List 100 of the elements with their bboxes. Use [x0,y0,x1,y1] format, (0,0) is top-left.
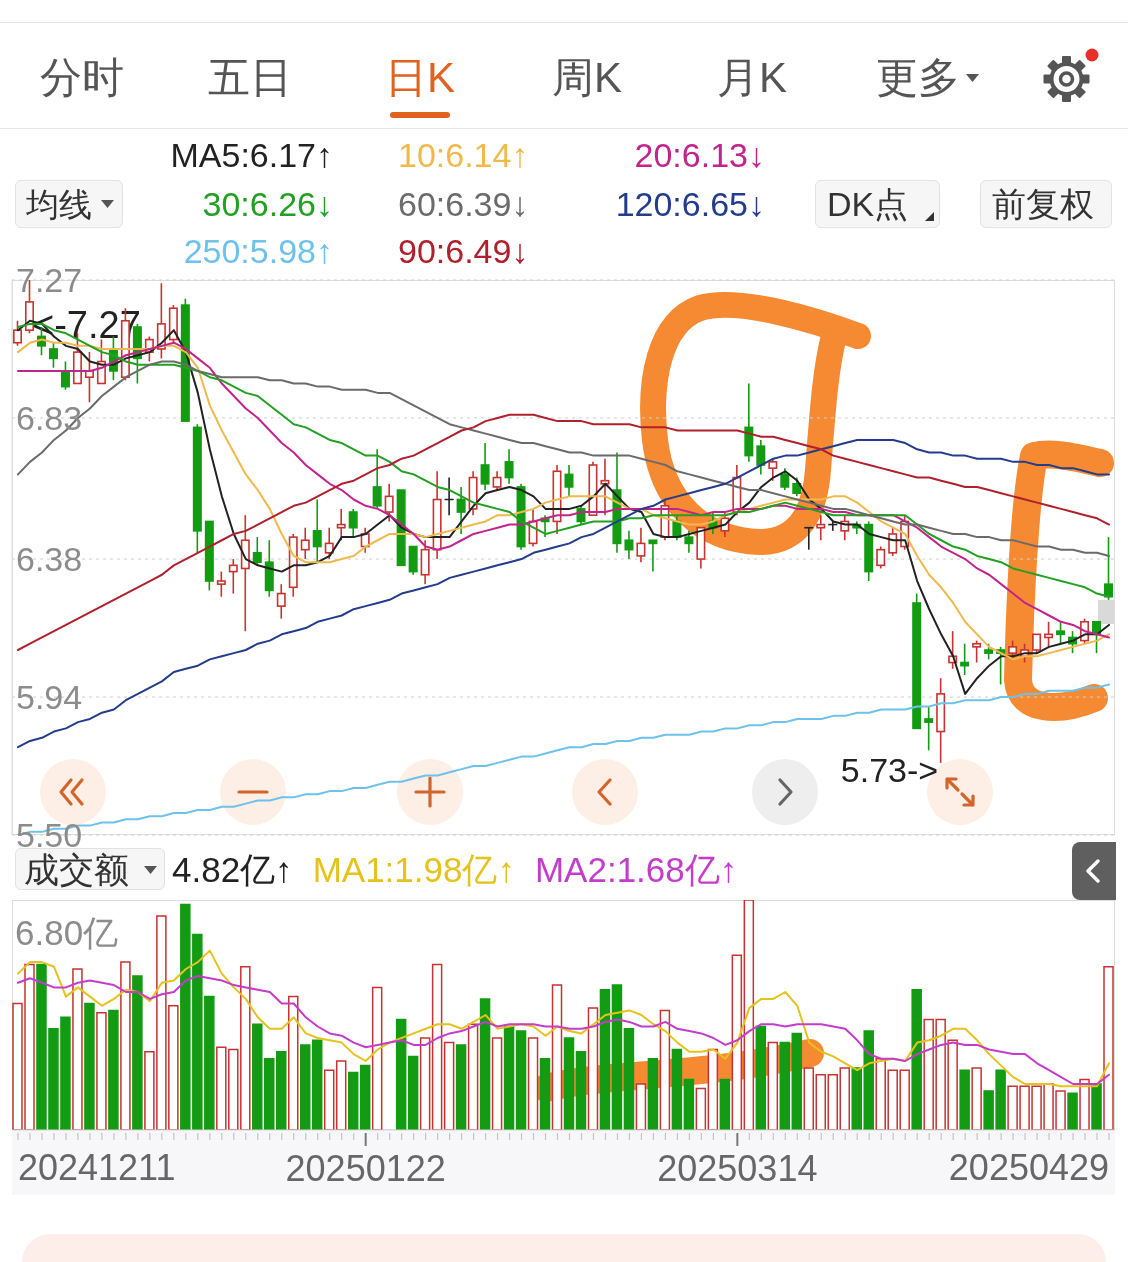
bar [431,963,443,1130]
x-tick-label: 20250314 [657,1147,818,1189]
bar [635,1083,647,1130]
bar [299,1044,311,1130]
bar [288,995,299,1130]
text: 120:6.65↓ [615,185,765,223]
bar [791,1032,803,1130]
text: 周K [551,54,623,101]
bar [72,968,83,1130]
bar [503,1025,515,1130]
bar [815,1074,827,1130]
y-tick-label: 5.94 [16,678,83,717]
bar [527,1037,539,1130]
bar [959,1069,970,1130]
text: 10:6.14↑ [398,136,529,174]
bar [311,1039,323,1130]
candlestick [276,583,286,620]
bar [443,1041,455,1130]
bar [695,1087,707,1130]
bar [647,1057,659,1130]
bar [359,1064,371,1130]
candlestick [744,382,754,463]
bar [743,900,755,1130]
bar [1079,1078,1090,1130]
text: 更多 [876,54,960,101]
text: 前复权 [992,185,1094,223]
bar [455,1044,467,1130]
candlestick [600,457,610,516]
bar [719,1078,731,1130]
candlestick [816,514,826,542]
bar [515,1030,527,1130]
text: MA5:6.17↑ [170,136,333,174]
candlestick [480,442,490,491]
bar [971,1067,982,1130]
candlestick [312,498,322,563]
y-tick-label: 6.83 [16,398,83,437]
bar [96,1011,107,1130]
candlestick [756,439,766,476]
bar [767,1041,779,1130]
bar [707,1048,719,1130]
candlestick [803,526,815,551]
text: 250:5.98↑ [183,232,333,270]
text: MA2:1.68亿↑ [534,849,738,889]
bar [347,1071,359,1130]
bar [671,1048,683,1130]
bar [551,984,563,1130]
bar [575,1051,587,1130]
bar [827,1074,839,1130]
bar [803,1067,815,1130]
bar [563,1037,575,1130]
text: 20250429 [948,1147,1110,1188]
y-tick-label: 7.27 [16,261,83,299]
candlestick [456,486,466,535]
bar [335,1060,347,1130]
bar [683,1078,695,1130]
bar [108,1009,119,1130]
bar [911,988,922,1130]
bar [1067,1092,1078,1130]
x-tick-label: 20250122 [285,1147,446,1189]
candlestick [564,464,574,498]
bar [84,1002,95,1130]
chart-title: 日K [384,54,456,101]
bar [587,1007,599,1130]
bar [120,961,131,1130]
line-series [17,438,1111,749]
text: 分时 [40,54,124,101]
bar [539,1057,551,1130]
bar [479,998,491,1130]
candlestick [504,448,514,485]
text: 20241211 [17,1147,176,1188]
text: 4.82亿↑ [172,849,293,889]
bar [132,975,143,1130]
bar [491,1037,503,1130]
bar [731,954,743,1130]
text: 20:6.13↓ [634,136,765,174]
bar [467,1023,479,1130]
bar [395,1018,407,1130]
bar [407,1055,419,1130]
text: 30:6.26↓ [202,185,333,223]
candlestick [624,530,634,560]
legend-title: 均线 [26,186,92,223]
y-tick-label: 6.38 [16,540,83,579]
text: MA1:1.98亿↑ [312,849,515,889]
candlestick [636,526,646,563]
annotation: 5.73-> [840,750,939,789]
bar [1103,965,1114,1130]
candlestick [264,539,274,598]
text: 月K [716,54,788,101]
bar [419,1037,431,1130]
text: DK点 [827,185,909,223]
bar [599,988,611,1130]
text: 五日 [208,54,292,101]
bar [1091,1083,1102,1130]
candlestick [300,526,310,560]
bar [779,1041,791,1130]
candlestick [864,520,874,582]
bar [371,986,383,1130]
bar [611,984,623,1130]
bar [839,1067,850,1130]
text: 90:6.49↓ [398,232,529,270]
